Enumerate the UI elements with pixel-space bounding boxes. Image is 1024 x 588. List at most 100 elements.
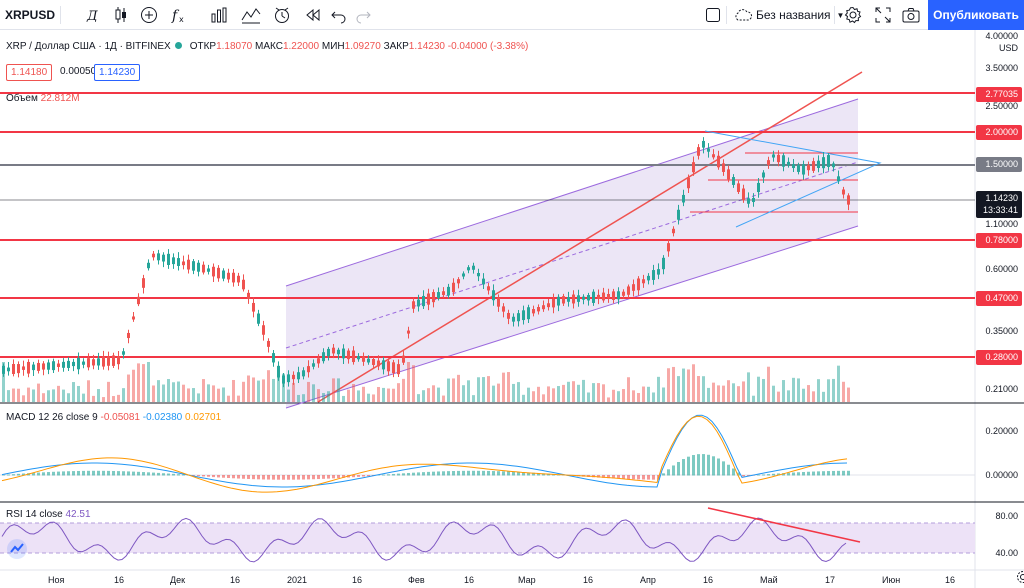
price-chart[interactable] bbox=[0, 30, 1024, 588]
level-tag[interactable]: 0.28000 bbox=[976, 350, 1022, 365]
fullscreen-icon[interactable] bbox=[872, 0, 894, 30]
countdown-tag: 13:33:41 bbox=[976, 203, 1022, 218]
chart-area[interactable]: XRP / Доллар США · 1Д · BITFINEX ОТКР1.18… bbox=[0, 30, 1024, 588]
macd-histogram-bar bbox=[437, 471, 440, 476]
volume-bar bbox=[132, 369, 135, 402]
candle-body bbox=[807, 165, 810, 171]
candle-body bbox=[312, 363, 315, 367]
candle-body bbox=[517, 313, 520, 322]
level-tag[interactable]: 2.77035 bbox=[976, 87, 1022, 102]
volume-bar bbox=[427, 388, 430, 402]
volume-bar bbox=[827, 379, 830, 402]
candle-body bbox=[417, 299, 420, 307]
volume-bar bbox=[807, 385, 810, 402]
screenshot-camera-icon[interactable] bbox=[900, 0, 922, 30]
time-tick: Апр bbox=[640, 575, 656, 585]
spread-value: 0.00050 bbox=[56, 64, 101, 81]
macd-histogram-bar bbox=[97, 470, 100, 476]
publish-button[interactable]: Опубликовать bbox=[928, 0, 1024, 30]
alert-icon[interactable] bbox=[271, 0, 293, 30]
candle-body bbox=[672, 228, 675, 234]
templates-icon[interactable] bbox=[208, 0, 230, 30]
macd-histogram-bar bbox=[687, 456, 690, 476]
volume-bar bbox=[87, 380, 90, 402]
settings-gear-icon[interactable] bbox=[842, 0, 864, 30]
volume-bar bbox=[592, 383, 595, 402]
replay-icon[interactable] bbox=[302, 0, 324, 30]
volume-bar bbox=[287, 389, 290, 402]
macd-histogram-bar bbox=[652, 475, 655, 480]
candle-body bbox=[217, 267, 220, 279]
candle-body bbox=[227, 272, 230, 280]
svg-text:Д: Д bbox=[86, 9, 98, 23]
axis-tick: 4.00000 bbox=[985, 31, 1018, 41]
candle-body bbox=[82, 361, 85, 365]
candle-body bbox=[847, 195, 850, 205]
checkbox-icon[interactable] bbox=[702, 0, 724, 30]
macd-histogram-bar bbox=[717, 458, 720, 476]
layout-name[interactable]: Без названия ▼ bbox=[756, 0, 846, 30]
ask-price-box[interactable]: 1.14230 bbox=[94, 64, 141, 81]
level-tag[interactable]: 1.50000 bbox=[976, 157, 1022, 172]
candle-body bbox=[452, 282, 455, 293]
rsi-legend: RSI 14 close 42.51 bbox=[6, 508, 91, 522]
macd-histogram-bar bbox=[627, 475, 630, 480]
macd-histogram-bar bbox=[647, 475, 650, 480]
candle-body bbox=[712, 154, 715, 158]
candle-body bbox=[232, 272, 235, 283]
candle-body bbox=[372, 359, 375, 365]
candle-body bbox=[502, 306, 505, 312]
candles-icon[interactable] bbox=[110, 0, 132, 30]
candle-body bbox=[707, 148, 710, 152]
candle-body bbox=[32, 364, 35, 371]
candle-body bbox=[657, 269, 660, 275]
candle-body bbox=[832, 163, 835, 168]
last-price-tag[interactable]: 1.14230 bbox=[976, 191, 1022, 206]
candle-body bbox=[792, 163, 795, 169]
candle-body bbox=[667, 243, 670, 252]
bar-style-d-icon[interactable]: Д bbox=[80, 0, 102, 30]
macd-histogram-bar bbox=[692, 455, 695, 476]
volume-bar bbox=[842, 381, 845, 402]
macd-histogram-bar bbox=[282, 475, 285, 480]
macd-histogram-bar bbox=[607, 475, 610, 479]
candle-body bbox=[292, 374, 295, 380]
candle-body bbox=[112, 355, 115, 366]
compare-line-icon[interactable] bbox=[240, 0, 262, 30]
add-compare-icon[interactable] bbox=[138, 0, 160, 30]
symbol-search[interactable]: XRPUSD bbox=[4, 8, 55, 22]
undo-icon[interactable] bbox=[328, 0, 350, 30]
volume-bar bbox=[97, 389, 100, 402]
candle-body bbox=[317, 358, 320, 364]
volume-bar bbox=[362, 386, 365, 402]
volume-bar bbox=[727, 380, 730, 402]
macd-histogram-bar bbox=[2, 474, 5, 476]
macd-histogram-bar bbox=[252, 475, 255, 480]
time-tick: 16 bbox=[583, 575, 594, 585]
volume-bar bbox=[437, 387, 440, 402]
macd-histogram-bar bbox=[262, 475, 265, 480]
level-tag[interactable]: 0.47000 bbox=[976, 291, 1022, 306]
level-tag[interactable]: 2.00000 bbox=[976, 125, 1022, 140]
volume-bar bbox=[107, 381, 110, 402]
macd-histogram-bar bbox=[127, 471, 130, 476]
macd-label: MACD 12 26 close 9 bbox=[6, 412, 98, 423]
redo-icon[interactable] bbox=[352, 0, 374, 30]
macd-histogram-bar bbox=[447, 471, 450, 476]
macd-histogram-bar bbox=[712, 456, 715, 476]
macd-axis-tick: 0.20000 bbox=[985, 426, 1018, 436]
candle-body bbox=[162, 254, 165, 262]
volume-bar bbox=[232, 379, 235, 402]
candle-body bbox=[362, 356, 365, 362]
candle-body bbox=[427, 293, 430, 305]
candle-body bbox=[17, 364, 20, 374]
axis-tick: 0.35000 bbox=[985, 326, 1018, 336]
volume-bar bbox=[507, 372, 510, 402]
bid-price-box[interactable]: 1.14180 bbox=[6, 64, 53, 81]
level-tag[interactable]: 0.78000 bbox=[976, 233, 1022, 248]
macd-histogram-bar bbox=[382, 474, 385, 476]
macd-histogram-bar bbox=[102, 470, 105, 476]
volume-bar bbox=[777, 391, 780, 402]
macd-histogram-bar bbox=[487, 470, 490, 476]
